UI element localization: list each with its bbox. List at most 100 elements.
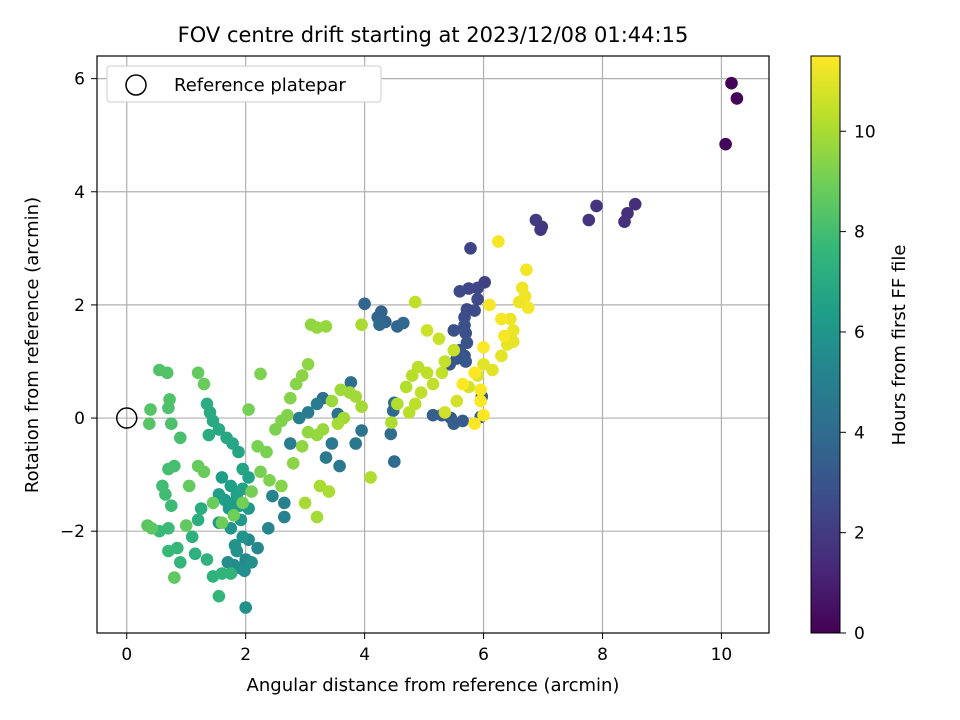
data-point — [202, 428, 216, 442]
data-point — [254, 367, 267, 381]
data-point — [426, 377, 440, 391]
colorbar-label: Hours from first FF file — [889, 245, 910, 446]
data-point — [325, 437, 339, 450]
data-point — [464, 242, 477, 255]
data-point — [191, 366, 205, 380]
data-point — [477, 341, 490, 354]
data-point — [590, 199, 603, 213]
data-point — [447, 324, 461, 337]
x-tick-label: 2 — [240, 645, 251, 665]
data-point — [459, 355, 473, 368]
chart-title: FOV centre drift starting at 2023/12/08 … — [178, 23, 689, 47]
x-tick-label: 0 — [121, 645, 132, 665]
data-point — [236, 530, 249, 544]
data-point — [262, 522, 275, 535]
data-point — [319, 320, 333, 333]
colorbar-tick-label: 2 — [854, 524, 865, 544]
data-point — [333, 459, 346, 473]
data-point — [310, 397, 324, 411]
data-point — [447, 417, 461, 431]
data-point — [474, 394, 487, 408]
data-point — [486, 363, 499, 377]
data-point — [453, 285, 467, 298]
data-point — [319, 451, 333, 464]
data-point — [263, 474, 276, 487]
legend-entry-reference: Reference platepar — [174, 75, 346, 96]
data-point — [373, 318, 386, 332]
data-point — [426, 408, 440, 422]
data-point — [292, 411, 306, 425]
data-point — [220, 431, 233, 445]
data-point — [163, 393, 176, 406]
data-point — [197, 377, 211, 391]
data-point — [221, 556, 235, 569]
legend-marker-icon — [125, 74, 147, 96]
data-point — [316, 423, 330, 436]
data-point — [162, 544, 175, 558]
data-point — [224, 567, 238, 580]
data-point — [310, 510, 324, 524]
data-point — [242, 403, 255, 416]
data-point — [628, 197, 642, 211]
data-point — [301, 358, 315, 371]
data-point — [414, 386, 428, 399]
data-point — [399, 380, 413, 394]
data-point — [358, 297, 371, 311]
data-point — [251, 440, 264, 453]
data-point — [468, 417, 481, 431]
data-point — [215, 516, 229, 529]
data-point — [529, 213, 543, 227]
data-point — [165, 417, 178, 431]
data-point — [618, 215, 631, 228]
data-point — [227, 509, 241, 522]
y-axis-label: Rotation from reference (arcmin) — [22, 197, 43, 493]
data-point — [295, 440, 309, 453]
data-point — [515, 281, 529, 295]
data-point — [408, 397, 422, 411]
data-point — [325, 394, 339, 408]
data-point — [168, 459, 181, 473]
data-point — [534, 223, 547, 236]
data-point — [498, 329, 511, 343]
data-points — [141, 76, 744, 614]
data-point — [215, 471, 229, 484]
data-point — [191, 513, 205, 527]
colorbar-tick-label: 0 — [854, 624, 865, 644]
data-point — [344, 376, 358, 389]
colorbar-gradient — [810, 55, 841, 634]
data-point — [182, 479, 196, 493]
data-point — [245, 556, 258, 569]
data-point — [278, 510, 291, 524]
data-point — [420, 366, 434, 380]
data-point — [495, 312, 508, 326]
data-point — [284, 437, 297, 450]
legend: Reference platepar — [106, 65, 382, 103]
data-point — [322, 485, 336, 498]
data-point — [438, 355, 452, 368]
data-point — [168, 571, 181, 584]
grid — [97, 56, 769, 633]
data-point — [174, 431, 187, 445]
data-point — [251, 541, 264, 555]
data-point — [459, 326, 473, 340]
data-point — [471, 292, 484, 306]
data-point — [278, 496, 291, 510]
x-axis-ticks: 0 2 4 6 8 10 — [121, 633, 732, 665]
data-point — [174, 556, 187, 569]
data-point — [450, 394, 464, 408]
y-tick-label: 2 — [74, 296, 85, 316]
data-point — [411, 360, 425, 374]
data-point — [388, 455, 401, 468]
x-axis-label: Angular distance from reference (arcmin) — [247, 675, 620, 696]
data-point — [719, 137, 732, 151]
data-point — [355, 400, 368, 414]
data-point — [504, 312, 517, 326]
y-tick-label: 0 — [74, 409, 85, 429]
data-point — [145, 522, 158, 535]
data-point — [384, 427, 398, 441]
data-point — [215, 567, 229, 580]
data-point — [212, 589, 226, 603]
data-point — [520, 263, 533, 277]
colorbar-tick-label: 6 — [854, 323, 865, 343]
